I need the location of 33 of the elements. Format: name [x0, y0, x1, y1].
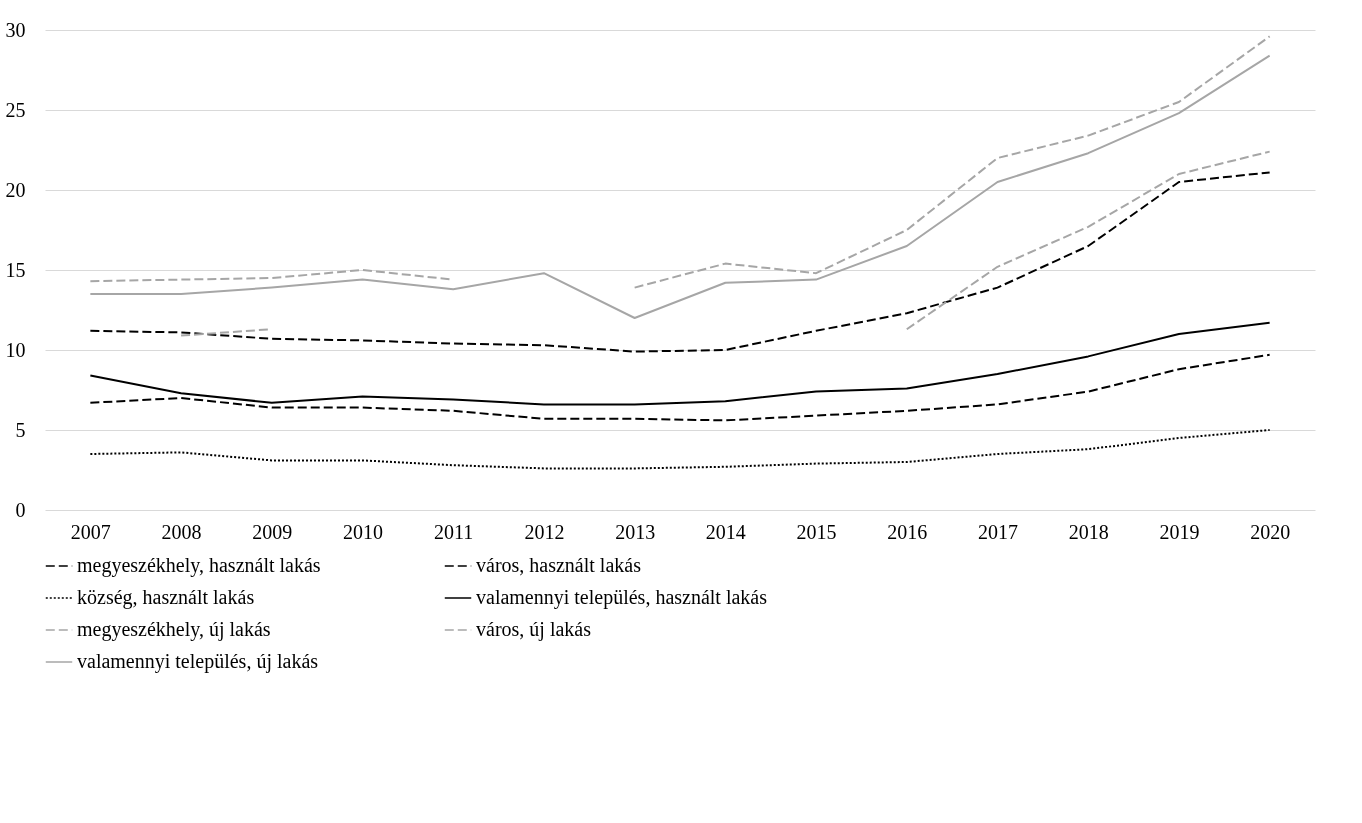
x-tick-label: 2017: [978, 520, 1018, 543]
x-tick-label: 2009: [252, 520, 293, 543]
y-tick-label: 0: [15, 498, 26, 521]
y-tick-label: 20: [5, 178, 26, 201]
legend-label: város, új lakás: [476, 618, 592, 641]
line-series: [89, 171, 1271, 353]
x-tick-label: 2013: [615, 520, 656, 543]
line-series: [89, 429, 1271, 470]
legend-label: megyeszékhely, új lakás: [77, 618, 271, 641]
legend-label: város, használt lakás: [476, 554, 642, 576]
x-tick-label: 2012: [524, 520, 565, 543]
x-tick-label: 2018: [1068, 520, 1109, 543]
line-series: [89, 54, 1271, 319]
x-tick-label: 2008: [161, 520, 202, 543]
legend-label: valamennyi település, használt lakás: [476, 586, 768, 609]
y-tick-label: 25: [5, 98, 26, 121]
y-tick-label: 30: [5, 18, 26, 41]
x-tick-label: 2014: [705, 520, 746, 543]
x-tick-label: 2011: [434, 520, 474, 543]
y-tick-label: 5: [15, 418, 26, 441]
x-tick-label: 2020: [1250, 520, 1291, 543]
x-tick-label: 2007: [70, 520, 111, 543]
y-tick-label: 15: [5, 258, 26, 281]
x-tick-label: 2019: [1159, 520, 1200, 543]
legend-label: megyeszékhely, használt lakás: [77, 554, 321, 577]
legend-label: község, használt lakás: [77, 586, 255, 609]
line-series: [89, 353, 1271, 422]
y-tick-label: 10: [5, 338, 26, 361]
x-tick-label: 2015: [796, 520, 837, 543]
legend-label: valamennyi település, új lakás: [77, 650, 319, 673]
line-series: [89, 321, 1271, 406]
x-tick-label: 2016: [887, 520, 928, 543]
x-tick-label: 2010: [343, 520, 383, 543]
